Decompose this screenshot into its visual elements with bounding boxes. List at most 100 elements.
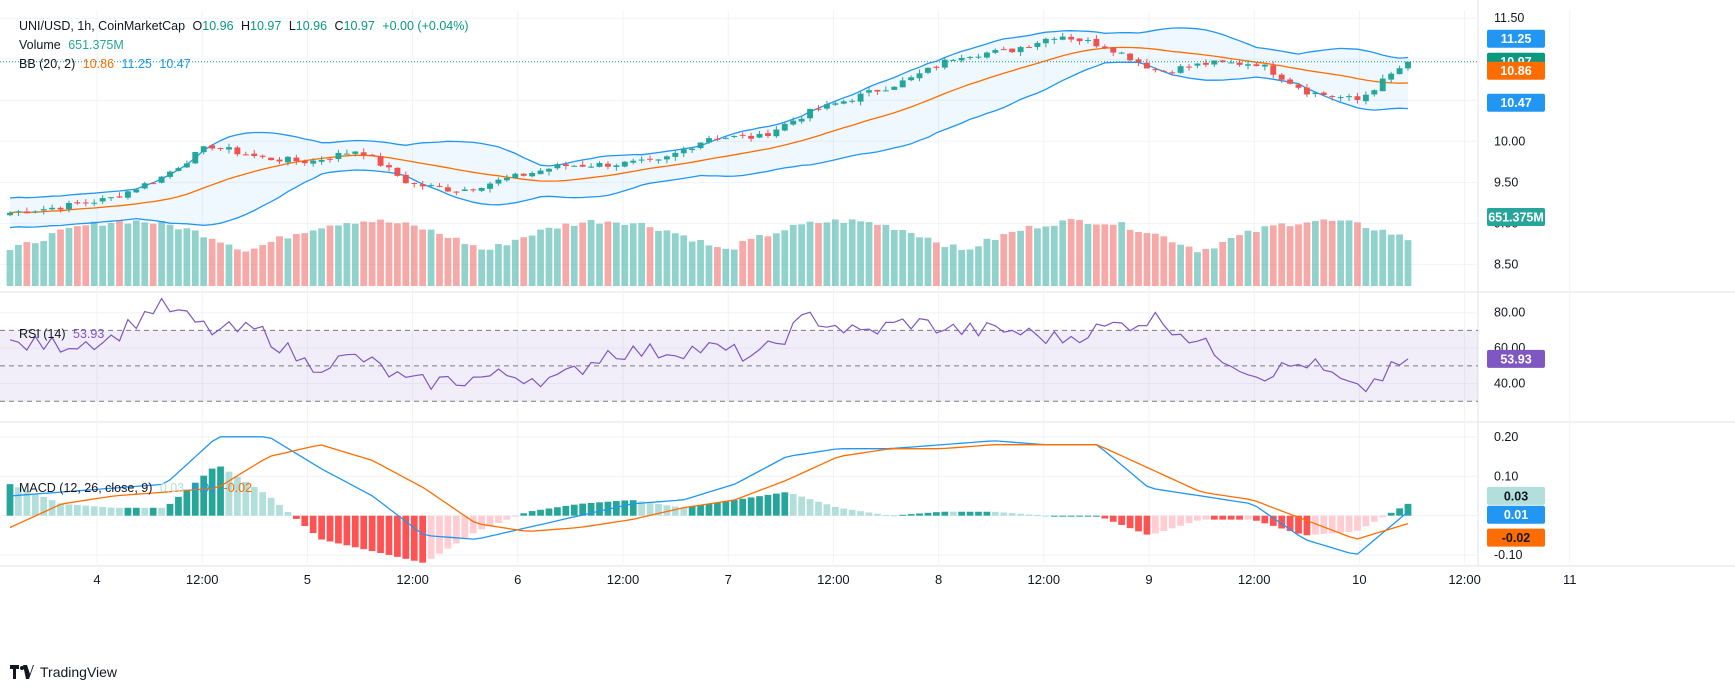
volume-bar (511, 239, 519, 286)
macd-histogram-bar (747, 497, 755, 516)
volume-bar (335, 225, 342, 286)
candle-body (520, 173, 527, 176)
macd-histogram-bar (444, 515, 452, 549)
macd-histogram-bar (579, 503, 587, 516)
volume-bar (983, 238, 991, 286)
volume-bar (949, 244, 957, 286)
candle-body (183, 163, 190, 168)
candle-body (807, 108, 814, 119)
candle-body (647, 158, 653, 160)
candle-body (394, 167, 401, 176)
candle-body (15, 211, 22, 213)
macd-badge-text: 0.01 (1504, 508, 1528, 522)
candle-body (32, 211, 39, 213)
macd-histogram-bar (503, 515, 511, 520)
candle-body (1169, 72, 1176, 74)
volume-bar (857, 221, 864, 286)
time-tick-label: 12:00 (396, 572, 429, 587)
candle-body (579, 164, 586, 167)
time-tick-label: 5 (304, 572, 311, 587)
volume-bar (545, 227, 553, 286)
macd-histogram-bar (1311, 515, 1319, 535)
candle-body (798, 118, 805, 122)
volume-bar (1042, 226, 1050, 286)
macd-histogram-bar (1227, 515, 1235, 520)
macd-histogram-bar (90, 506, 98, 516)
volume-bar (107, 222, 115, 286)
bb-label[interactable]: BB (20, 2) (19, 57, 76, 71)
volume-bar (789, 224, 797, 286)
volume-bar (99, 225, 107, 286)
macd-histogram-bar (318, 515, 325, 540)
signal-badge: -0.02 (1487, 528, 1545, 547)
candle-body (116, 196, 123, 198)
rsi-legend: RSI (14) 53.93 (19, 327, 108, 341)
macd-histogram-bar (941, 511, 949, 516)
macd-histogram-bar (124, 507, 132, 516)
time-tick-label: 12:00 (1238, 572, 1271, 587)
macd-histogram-bar (1370, 515, 1378, 522)
macd-hist-badge-text: 0.03 (1504, 489, 1528, 503)
candle-body (1026, 47, 1032, 49)
macd-histogram-bar (1000, 512, 1008, 516)
candle-body (1017, 47, 1024, 53)
macd-label[interactable]: MACD (12, 26, close, 9) (19, 481, 153, 495)
macd-histogram-bar (655, 504, 662, 516)
volume-label[interactable]: Volume (19, 38, 61, 52)
macd-line-value: 0.01 (191, 481, 217, 495)
macd-histogram-bar (23, 490, 31, 516)
candle-body (941, 59, 948, 68)
change-value: +0.00 (+0.04%) (382, 19, 469, 33)
macd-histogram-bar (1404, 503, 1412, 516)
macd-histogram-bar (663, 505, 671, 516)
macd-histogram-bar (1067, 515, 1075, 517)
rsi-label[interactable]: RSI (14) (19, 327, 66, 341)
bb-band-fill (10, 27, 1408, 228)
candle-body (1270, 65, 1277, 75)
macd-histogram-bar (815, 501, 822, 516)
candle-body (975, 56, 982, 58)
macd-histogram-bar (436, 515, 443, 554)
candle-body (773, 129, 780, 137)
macd-histogram-bar (394, 515, 401, 557)
macd-histogram-bar (31, 493, 39, 516)
macd-histogram-bar (132, 507, 140, 516)
volume-bar (663, 230, 671, 286)
candle-body (790, 120, 797, 125)
volume-bar (865, 222, 873, 286)
symbol-label[interactable]: UNI/USD, 1h, CoinMarketCap (19, 19, 186, 33)
candle-body (503, 177, 510, 181)
volume-bar (638, 223, 645, 286)
macd-histogram-bar (1177, 515, 1184, 526)
volume-bar (975, 246, 982, 286)
volume-bar (82, 225, 90, 286)
rsi-badge-bg (1487, 349, 1545, 368)
candle-body (495, 179, 502, 184)
macd-histogram-bar (1345, 515, 1353, 533)
macd-histogram-bar (1269, 515, 1277, 526)
candle-body (158, 176, 165, 183)
bb-lower-badge-text: 10.47 (1500, 96, 1531, 110)
volume-bar (554, 228, 561, 286)
macd-histogram-bar (840, 508, 848, 516)
candle-body (925, 67, 931, 73)
volume-bar (840, 222, 848, 286)
rsi-pane[interactable] (0, 297, 1478, 402)
candle-body (638, 159, 645, 161)
bb-basis-value: 10.86 (82, 57, 115, 71)
time-tick-label: 6 (514, 572, 521, 587)
macd-histogram-bar (638, 501, 645, 516)
volume-bar (1126, 229, 1134, 286)
volume-bar (764, 236, 772, 286)
candle-body (352, 151, 359, 154)
price-pane[interactable] (0, 27, 1478, 286)
volume-bar (48, 233, 56, 286)
tradingview-brand[interactable]: TradingView (10, 664, 117, 680)
volume-bar (1379, 229, 1387, 286)
candle-body (933, 66, 940, 68)
macd-histogram-bar (486, 515, 494, 527)
volume-badge-text: 651.375M (1488, 211, 1544, 225)
candle-body (529, 172, 536, 177)
macd-pane[interactable] (6, 436, 1412, 563)
